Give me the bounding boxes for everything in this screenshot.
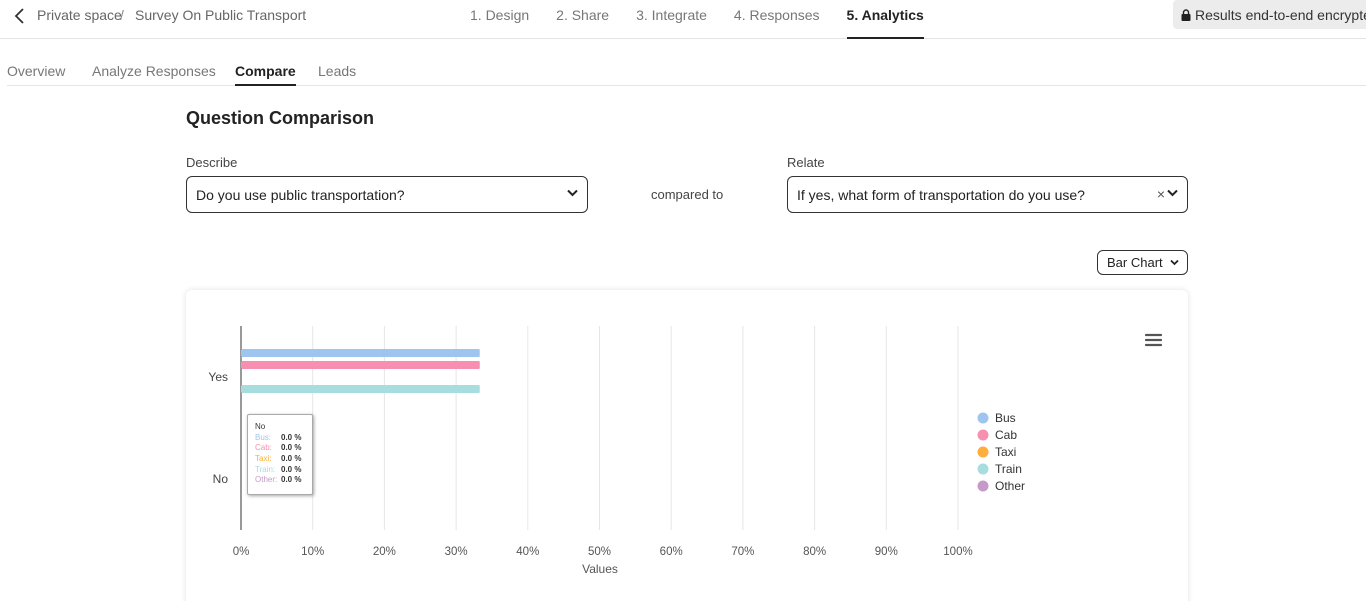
legend-item-label: Bus	[995, 411, 1016, 425]
bar-cab-yes	[241, 361, 480, 369]
legend-item-label: Cab	[995, 428, 1017, 442]
legend-item-label: Train	[995, 462, 1022, 476]
back-arrow-icon[interactable]	[10, 6, 30, 26]
y-category-label: Yes	[208, 370, 228, 384]
x-tick-label: 90%	[875, 546, 898, 558]
analytics-subtabs: Overview Analyze Responses Compare Leads	[7, 39, 1366, 86]
chart-type-select[interactable]: Bar Chart	[1097, 250, 1188, 275]
encryption-badge-text: Results end-to-end encrypted	[1195, 7, 1366, 23]
legend-item-label: Other	[995, 479, 1025, 493]
hamburger-icon[interactable]	[1144, 333, 1163, 347]
x-tick-label: 60%	[660, 546, 683, 558]
bar-train-yes	[241, 385, 480, 393]
relate-select[interactable]: If yes, what form of transportation do y…	[787, 176, 1188, 213]
chart-type-value: Bar Chart	[1107, 255, 1163, 270]
tooltip-row: Train: 0.0 %	[255, 465, 312, 476]
tooltip-series-name: Other:	[255, 475, 278, 485]
chevron-down-icon	[1170, 259, 1179, 266]
bar-bus-yes	[241, 349, 480, 357]
x-tick-label: 30%	[445, 546, 468, 558]
x-tick-label: 80%	[803, 546, 826, 558]
chevron-down-icon	[567, 189, 578, 197]
x-tick-label: 100%	[943, 546, 972, 558]
breadcrumb-workspace[interactable]: Private space	[37, 7, 122, 23]
relate-label: Relate	[787, 155, 825, 170]
tab-overview[interactable]: Overview	[7, 63, 66, 79]
step-integrate[interactable]: 3. Integrate	[636, 7, 707, 23]
top-bar: Private space / Survey On Public Transpo…	[0, 0, 1366, 39]
x-tick-label: 20%	[373, 546, 396, 558]
tooltip-series-value: 0.0 %	[281, 432, 302, 442]
step-share[interactable]: 2. Share	[556, 7, 610, 23]
step-responses[interactable]: 4. Responses	[733, 7, 820, 23]
describe-select-value: Do you use public transportation?	[196, 187, 405, 203]
relate-select-value: If yes, what form of transportation do y…	[797, 187, 1085, 203]
compared-to-text: compared to	[651, 187, 724, 202]
step-design[interactable]: 1. Design	[470, 7, 530, 23]
tooltip-series-name: Taxi:	[255, 454, 272, 464]
legend-marker	[977, 412, 989, 424]
x-tick-label: 10%	[301, 546, 324, 558]
describe-label: Describe	[186, 155, 238, 170]
tooltip-series-value: 0.0 %	[281, 443, 302, 453]
breadcrumb-separator: /	[120, 7, 124, 23]
clear-selection-button[interactable]: ×	[1156, 186, 1165, 202]
legend-marker	[977, 480, 989, 492]
x-tick-label: 70%	[731, 546, 754, 558]
describe-select[interactable]: Do you use public transportation?	[186, 176, 588, 213]
x-axis-title: Values	[582, 562, 618, 576]
y-category-label: No	[213, 472, 229, 486]
encryption-badge: Results end-to-end encrypted	[1173, 0, 1366, 29]
tooltip-series-value: 0.0 %	[281, 454, 302, 464]
legend-marker	[977, 429, 989, 441]
legend-marker	[977, 446, 989, 458]
x-tick-label: 40%	[516, 546, 539, 558]
tooltip-series-name: Cab:	[255, 443, 272, 453]
x-tick-label: 50%	[588, 546, 611, 558]
chevron-down-icon	[1167, 189, 1178, 197]
legend-item-label: Taxi	[995, 445, 1016, 459]
tooltip-row: Bus: 0.0 %	[255, 433, 312, 444]
tooltip-row: Cab: 0.0 %	[255, 443, 312, 454]
tab-leads[interactable]: Leads	[318, 63, 357, 79]
tooltip-category: No	[255, 422, 266, 431]
chart-tooltip: No Bus: 0.0 % Cab: 0.0 % Taxi: 0.0 % Train: 0.0…	[247, 414, 313, 495]
tab-analyze-responses[interactable]: Analyze Responses	[92, 63, 216, 79]
tooltip-series-value: 0.0 %	[281, 464, 302, 474]
tab-compare[interactable]: Compare	[235, 63, 296, 86]
legend-marker	[977, 463, 989, 475]
tooltip-series-name: Bus:	[255, 432, 272, 442]
x-tick-label: 0%	[233, 546, 250, 558]
chart-card	[186, 290, 1188, 601]
tooltip-series-value: 0.0 %	[281, 475, 302, 485]
step-nav: 1. Design 2. Share 3. Integrate 4. Respo…	[470, 0, 951, 39]
tooltip-row: Other: 0.0 %	[255, 475, 312, 486]
tooltip-row: Taxi: 0.0 %	[255, 454, 312, 465]
lock-icon	[1181, 9, 1191, 21]
tooltip-series-name: Train:	[255, 464, 276, 474]
step-analytics[interactable]: 5. Analytics	[846, 0, 924, 39]
breadcrumb-survey[interactable]: Survey On Public Transport	[135, 7, 307, 23]
page-title: Question Comparison	[186, 108, 375, 128]
